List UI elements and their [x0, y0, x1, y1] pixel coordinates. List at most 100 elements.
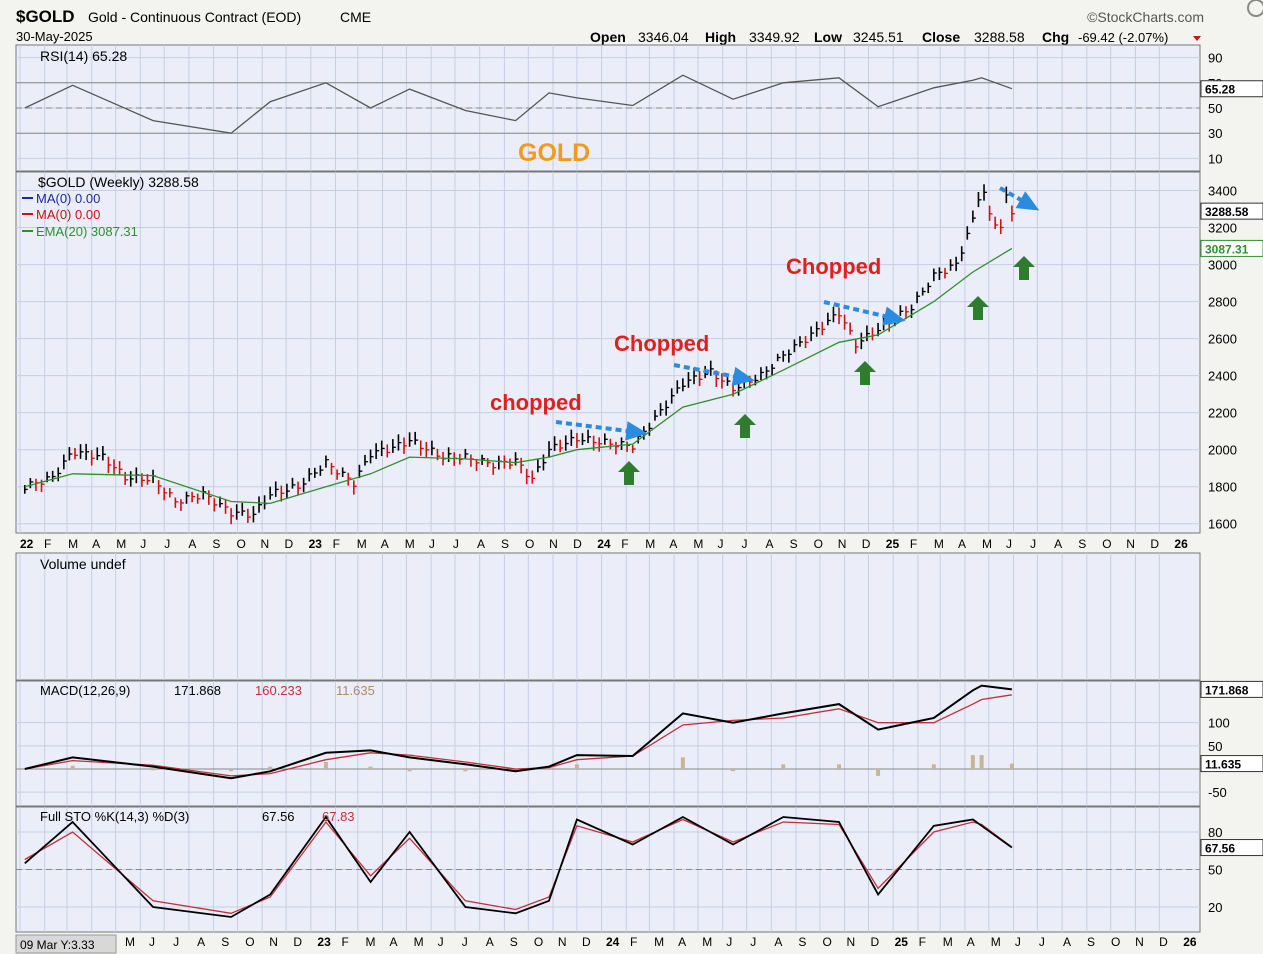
x-tick-label-bottom: D — [293, 935, 302, 949]
x-tick-label-bottom: N — [558, 935, 567, 949]
support-up-arrow — [967, 296, 989, 320]
macd-hist-current-value-box — [1200, 755, 1263, 773]
x-tick-label: M — [357, 537, 367, 551]
macd-hist-bar — [463, 768, 468, 772]
x-tick-label: A — [669, 537, 677, 551]
x-tick-label: F — [44, 537, 51, 551]
rsi-current-value: 65.28 — [1205, 83, 1235, 97]
x-tick-label-bottom: O — [534, 935, 543, 949]
macd-hist-bar — [680, 757, 685, 769]
x-tick-label: F — [333, 537, 340, 551]
legend-ma1: MA(0) 0.00 — [36, 191, 100, 206]
x-tick-label-bottom: S — [510, 935, 518, 949]
trend-arrow-line — [555, 420, 636, 434]
x-tick-label-bottom: 23 — [317, 935, 331, 949]
rsi-legend: RSI(14) 65.28 — [40, 48, 127, 64]
x-tick-label-bottom: F — [630, 935, 637, 949]
price-tick-label: 3000 — [1208, 258, 1237, 273]
x-tick-label-bottom: J — [1039, 935, 1045, 949]
symbol-text: $GOLD — [16, 7, 75, 26]
x-tick-label-bottom: J — [438, 935, 444, 949]
price-tick-label: 2800 — [1208, 295, 1237, 310]
x-tick-label-bottom: F — [919, 935, 926, 949]
volume-legend: Volume undef — [40, 556, 126, 572]
x-tick-label: 24 — [597, 537, 611, 551]
x-tick-label: M — [645, 537, 655, 551]
x-tick-label: A — [477, 537, 485, 551]
trend-arrow-line — [823, 300, 894, 320]
x-tick-label: D — [573, 537, 582, 551]
price-current-value-box — [1200, 202, 1263, 220]
macd-hist-bar — [931, 764, 936, 769]
x-tick-label: M — [934, 537, 944, 551]
annotation-chopped-2: Chopped — [614, 331, 709, 356]
ema-line — [24, 247, 1013, 505]
x-tick-label-bottom: O — [245, 935, 254, 949]
x-tick-label-bottom: N — [847, 935, 856, 949]
ema-current-value: 3087.31 — [1205, 242, 1249, 256]
x-tick-label-bottom: M — [414, 935, 424, 949]
macd-tick-label: 100 — [1208, 716, 1230, 731]
x-tick-label: D — [862, 537, 871, 551]
x-tick-label-bottom: J — [1015, 935, 1021, 949]
rsi-current-value-box — [1200, 80, 1263, 98]
support-up-arrow — [1013, 256, 1035, 280]
x-tick-label: 25 — [886, 537, 900, 551]
x-tick-label: A — [1054, 537, 1062, 551]
x-tick-label-bottom: A — [197, 935, 205, 949]
x-tick-label-bottom: D — [582, 935, 591, 949]
macd-hist-bar — [547, 768, 552, 769]
price-tick-label: 3200 — [1208, 221, 1237, 236]
rsi-tick-label: 90 — [1208, 51, 1222, 66]
x-tick-label-bottom: S — [221, 935, 229, 949]
trend-arrow-head — [1015, 191, 1040, 211]
status-text: 09 Mar Y:3.33 — [20, 938, 95, 952]
x-tick-label: N — [1126, 537, 1135, 551]
x-tick-label: J — [742, 537, 748, 551]
macd-hist-bar — [574, 764, 579, 769]
ema-current-value-box — [1200, 239, 1263, 257]
macd-hist-bar — [229, 768, 234, 772]
trend-arrow-line — [673, 363, 743, 380]
brand-text: ©StockCharts.com — [1087, 9, 1204, 25]
annotation-chopped-3: Chopped — [786, 254, 881, 279]
rsi-tick-label: 50 — [1208, 101, 1222, 116]
x-tick-label: M — [405, 537, 415, 551]
x-tick-label: J — [1006, 537, 1012, 551]
rsi-tick-label: 10 — [1208, 151, 1222, 166]
x-tick-label: J — [164, 537, 170, 551]
open-value: 3346.04 — [638, 29, 689, 45]
macd-hist-bar — [1009, 763, 1014, 769]
x-tick-label: M — [982, 537, 992, 551]
x-tick-label: O — [525, 537, 534, 551]
sto-current-value-box — [1200, 839, 1263, 857]
x-tick-label: N — [261, 537, 270, 551]
x-tick-label: S — [1078, 537, 1086, 551]
rsi-tick-label: 30 — [1208, 126, 1222, 141]
x-tick-label-bottom: O — [822, 935, 831, 949]
options-icon[interactable] — [1247, 0, 1263, 17]
x-tick-label: S — [501, 537, 509, 551]
x-tick-label: J — [140, 537, 146, 551]
x-tick-label-bottom: A — [678, 935, 686, 949]
x-tick-label-bottom: A — [390, 935, 398, 949]
description-text: Gold - Continuous Contract (EOD) — [88, 9, 301, 25]
trend-arrow-head — [882, 306, 906, 326]
x-tick-label: M — [693, 537, 703, 551]
x-tick-label: O — [236, 537, 245, 551]
price-tick-label: 3400 — [1208, 184, 1237, 199]
sto-layer: 67.56 — [16, 815, 1263, 918]
price-tick-label: 1600 — [1208, 517, 1237, 532]
sto-tick-label: 20 — [1208, 900, 1222, 915]
x-tick-label-bottom: 24 — [606, 935, 620, 949]
macd-hist-bar — [513, 768, 518, 772]
rsi-line — [24, 74, 1013, 134]
x-tick-label-bottom: A — [486, 935, 494, 949]
x-tick-label-bottom: J — [726, 935, 732, 949]
price-tick-label: 2400 — [1208, 369, 1237, 384]
chg-label: Chg — [1042, 29, 1069, 45]
macd-hist-bar — [268, 766, 273, 769]
high-value: 3349.92 — [749, 29, 800, 45]
x-tick-label: J — [1030, 537, 1036, 551]
